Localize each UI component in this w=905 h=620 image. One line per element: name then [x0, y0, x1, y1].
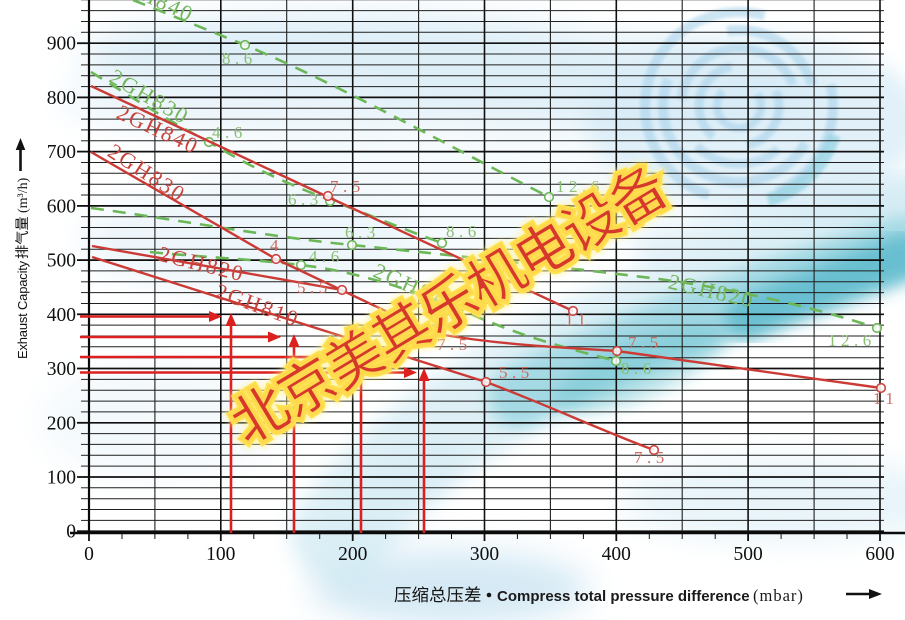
svg-text:400: 400	[602, 544, 631, 565]
svg-text:6.3: 6.3	[345, 223, 380, 242]
svg-text:7.5: 7.5	[634, 448, 669, 467]
svg-text:500: 500	[733, 544, 762, 565]
svg-text:8.6: 8.6	[446, 222, 481, 241]
svg-text:300: 300	[47, 359, 76, 380]
svg-text:8.6: 8.6	[621, 359, 656, 378]
svg-text:11: 11	[873, 389, 898, 408]
svg-text:12.6: 12.6	[828, 331, 876, 350]
svg-text:11: 11	[565, 310, 590, 329]
svg-text:6.3: 6.3	[288, 190, 323, 209]
svg-text:4.6: 4.6	[309, 247, 344, 266]
svg-text:7.5: 7.5	[330, 177, 365, 196]
svg-text:0: 0	[84, 544, 94, 565]
svg-text:0: 0	[66, 522, 76, 543]
svg-text:200: 200	[47, 413, 76, 434]
svg-text:200: 200	[338, 544, 367, 565]
svg-text:500: 500	[47, 251, 76, 272]
svg-text:400: 400	[47, 305, 76, 326]
svg-text:7.5: 7.5	[628, 333, 663, 352]
svg-text:900: 900	[47, 34, 76, 55]
svg-text:5.5: 5.5	[297, 278, 332, 297]
svg-text:700: 700	[47, 142, 76, 163]
svg-text:100: 100	[206, 544, 235, 565]
svg-text:300: 300	[470, 544, 499, 565]
svg-text:800: 800	[47, 88, 76, 109]
svg-text:600: 600	[865, 544, 894, 565]
svg-text:8.6: 8.6	[222, 49, 257, 68]
svg-text:(m³/h): (m³/h)	[16, 177, 31, 213]
svg-text:Exhaust Capacity: Exhaust Capacity	[15, 258, 30, 359]
svg-text:(mbar): (mbar)	[753, 586, 804, 605]
svg-text:Compress total pressure differ: Compress total pressure difference	[497, 588, 750, 605]
svg-text:4.6: 4.6	[212, 123, 247, 142]
svg-text:600: 600	[47, 196, 76, 217]
svg-text:4: 4	[270, 236, 283, 255]
svg-text:5.5: 5.5	[499, 363, 534, 382]
svg-text:100: 100	[47, 468, 76, 489]
